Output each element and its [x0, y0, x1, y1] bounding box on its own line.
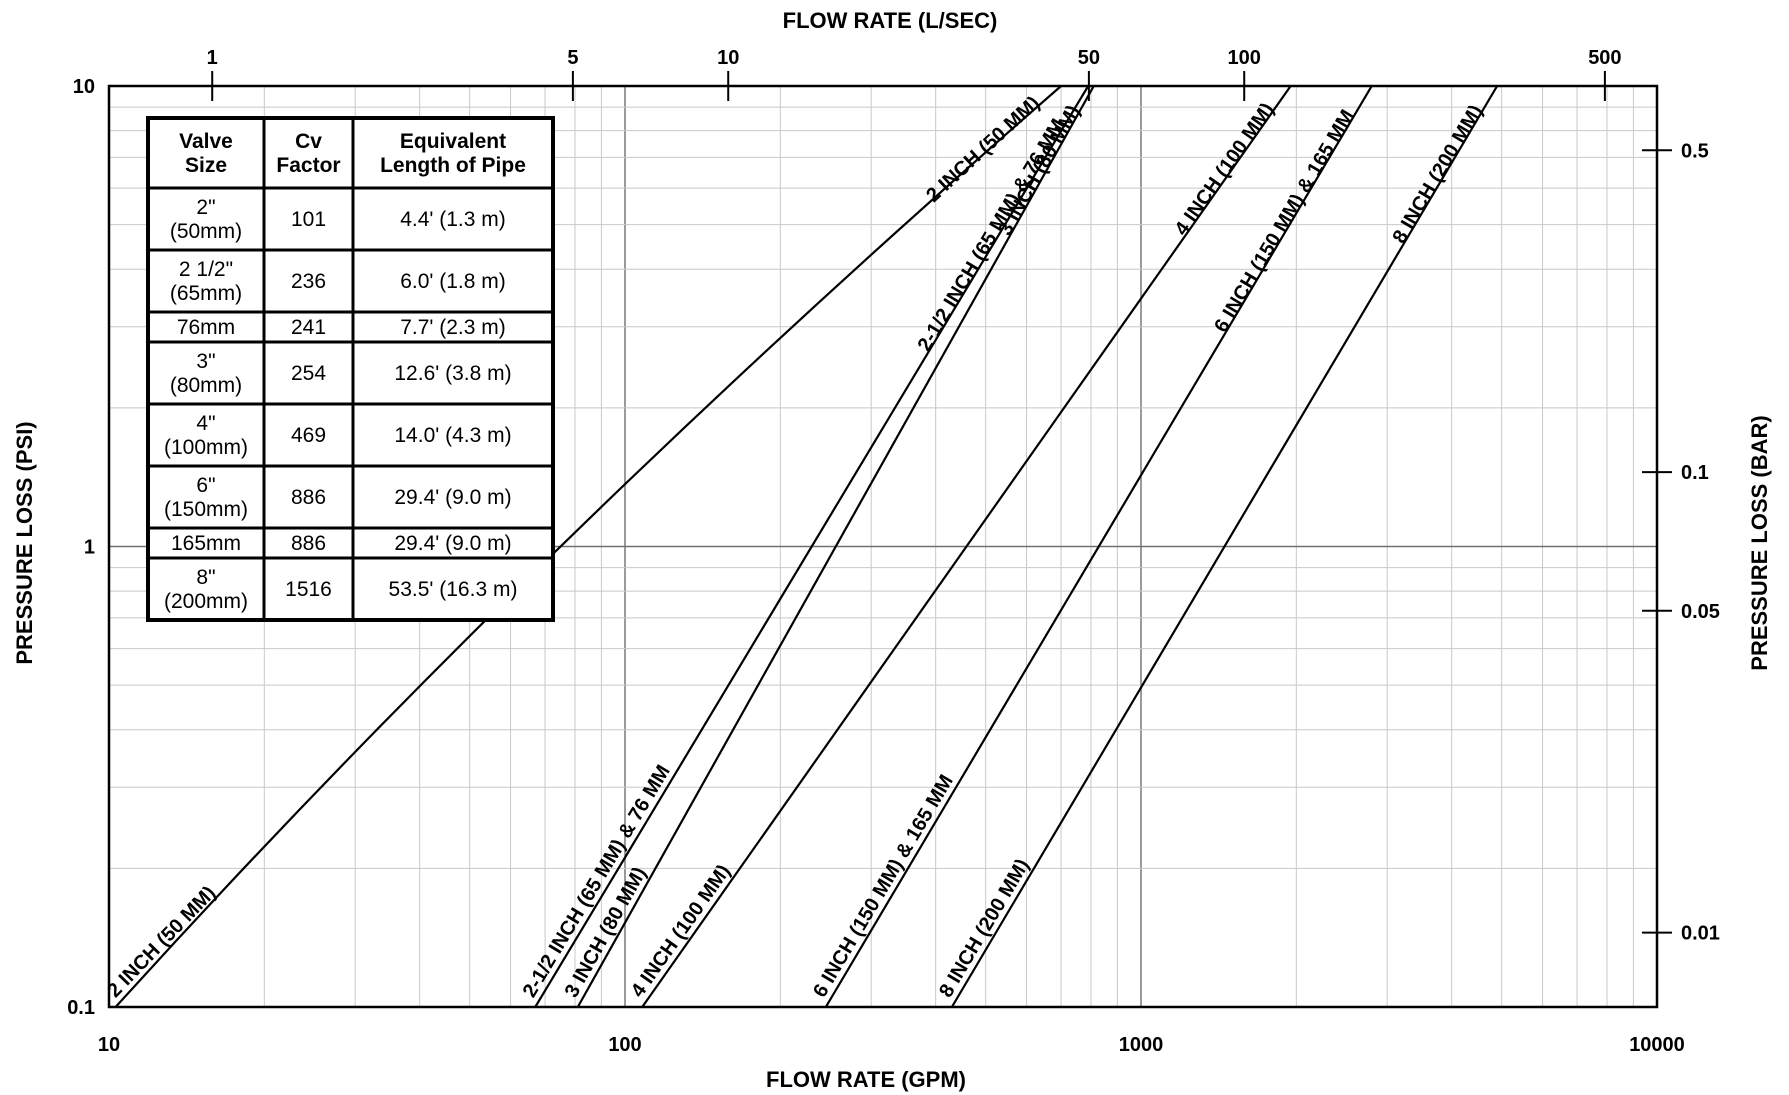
- right-axis-title: PRESSURE LOSS (BAR): [1747, 415, 1772, 670]
- flow-curves: [114, 86, 1499, 1007]
- table-size-cell: (150mm): [164, 498, 248, 521]
- plot-frame: [107, 84, 1659, 1009]
- table-header-cell: Size: [185, 154, 227, 177]
- curve-label-high: 4 INCH (100 MM): [1171, 99, 1279, 240]
- x-tick-label: 10: [98, 1034, 120, 1056]
- table-size-cell: 4": [196, 412, 215, 435]
- top-tick-label: 10: [717, 47, 739, 69]
- table-size-cell: 2": [196, 196, 215, 219]
- table-length-cell: 29.4' (9.0 m): [394, 532, 511, 555]
- curve-5: [824, 86, 1373, 1007]
- table-size-cell: 165mm: [171, 532, 241, 555]
- curve-label-low: 2 INCH (50 MM): [103, 882, 220, 1002]
- table-header-cell: Equivalent: [400, 130, 506, 153]
- table-size-cell: 76mm: [177, 316, 235, 339]
- curve-6: [950, 86, 1499, 1007]
- table-frame: [146, 116, 555, 622]
- top-tick-label: 500: [1588, 47, 1621, 69]
- table-length-cell: 7.7' (2.3 m): [400, 316, 506, 339]
- table-length-cell: 29.4' (9.0 m): [394, 486, 511, 509]
- table-size-cell: 8": [196, 566, 215, 589]
- table-size-cell: (200mm): [164, 590, 248, 613]
- table-header-cell: Factor: [276, 154, 340, 177]
- right-tick-label: 0.05: [1681, 601, 1720, 623]
- table-size-cell: (50mm): [170, 220, 242, 243]
- table-size-cell: 2 1/2": [179, 258, 233, 281]
- table-size-cell: 3": [196, 350, 215, 373]
- table-cv-cell: 886: [291, 532, 326, 555]
- table-size-cell: 6": [196, 474, 215, 497]
- top-tick-label: 50: [1078, 47, 1100, 69]
- table-header-cell: Valve: [179, 130, 233, 153]
- table-size-cell: (65mm): [170, 282, 242, 305]
- curve-label-low: 8 INCH (200 MM): [935, 855, 1034, 1001]
- table-cv-cell: 1516: [285, 578, 332, 601]
- table-cv-cell: 101: [291, 208, 326, 231]
- table-length-cell: 6.0' (1.8 m): [400, 270, 506, 293]
- top-tick-label: 100: [1228, 47, 1261, 69]
- table-size-cell: (80mm): [170, 374, 242, 397]
- x-tick-label: 100: [608, 1034, 641, 1056]
- y-tick-label: 10: [73, 76, 95, 98]
- right-tick-label: 0.5: [1681, 140, 1709, 162]
- table-size-cell: (100mm): [164, 436, 248, 459]
- table-cv-cell: 254: [291, 362, 326, 385]
- table-cv-cell: 236: [291, 270, 326, 293]
- right-tick-label: 0.1: [1681, 462, 1709, 484]
- x-tick-label: 10000: [1629, 1034, 1685, 1056]
- table-header-cell: Length of Pipe: [380, 154, 526, 177]
- table-header-cell: Cv: [295, 130, 322, 153]
- x-tick-label: 1000: [1119, 1034, 1164, 1056]
- curve-4: [641, 86, 1292, 1007]
- curve-label-high: 8 INCH (200 MM): [1389, 101, 1488, 247]
- table-cv-cell: 886: [291, 486, 326, 509]
- y-axis-title: PRESSURE LOSS (PSI): [12, 421, 37, 664]
- right-tick-label: 0.01: [1681, 923, 1720, 945]
- table-length-cell: 14.0' (4.3 m): [394, 424, 511, 447]
- curve-2: [534, 86, 1090, 1007]
- y-tick-label: 1: [84, 537, 95, 559]
- curve-3: [576, 86, 1095, 1007]
- top-tick-label: 1: [207, 47, 218, 69]
- x-axis-title: FLOW RATE (GPM): [766, 1067, 966, 1092]
- y-tick-label: 0.1: [67, 997, 95, 1019]
- table-length-cell: 12.6' (3.8 m): [394, 362, 511, 385]
- curve-1: [114, 86, 1062, 1007]
- table-cv-cell: 241: [291, 316, 326, 339]
- table-length-cell: 4.4' (1.3 m): [400, 208, 506, 231]
- top-tick-label: 5: [567, 47, 578, 69]
- table-length-cell: 53.5' (16.3 m): [389, 578, 518, 601]
- table-cv-cell: 469: [291, 424, 326, 447]
- top-axis-title: FLOW RATE (L/SEC): [783, 8, 998, 33]
